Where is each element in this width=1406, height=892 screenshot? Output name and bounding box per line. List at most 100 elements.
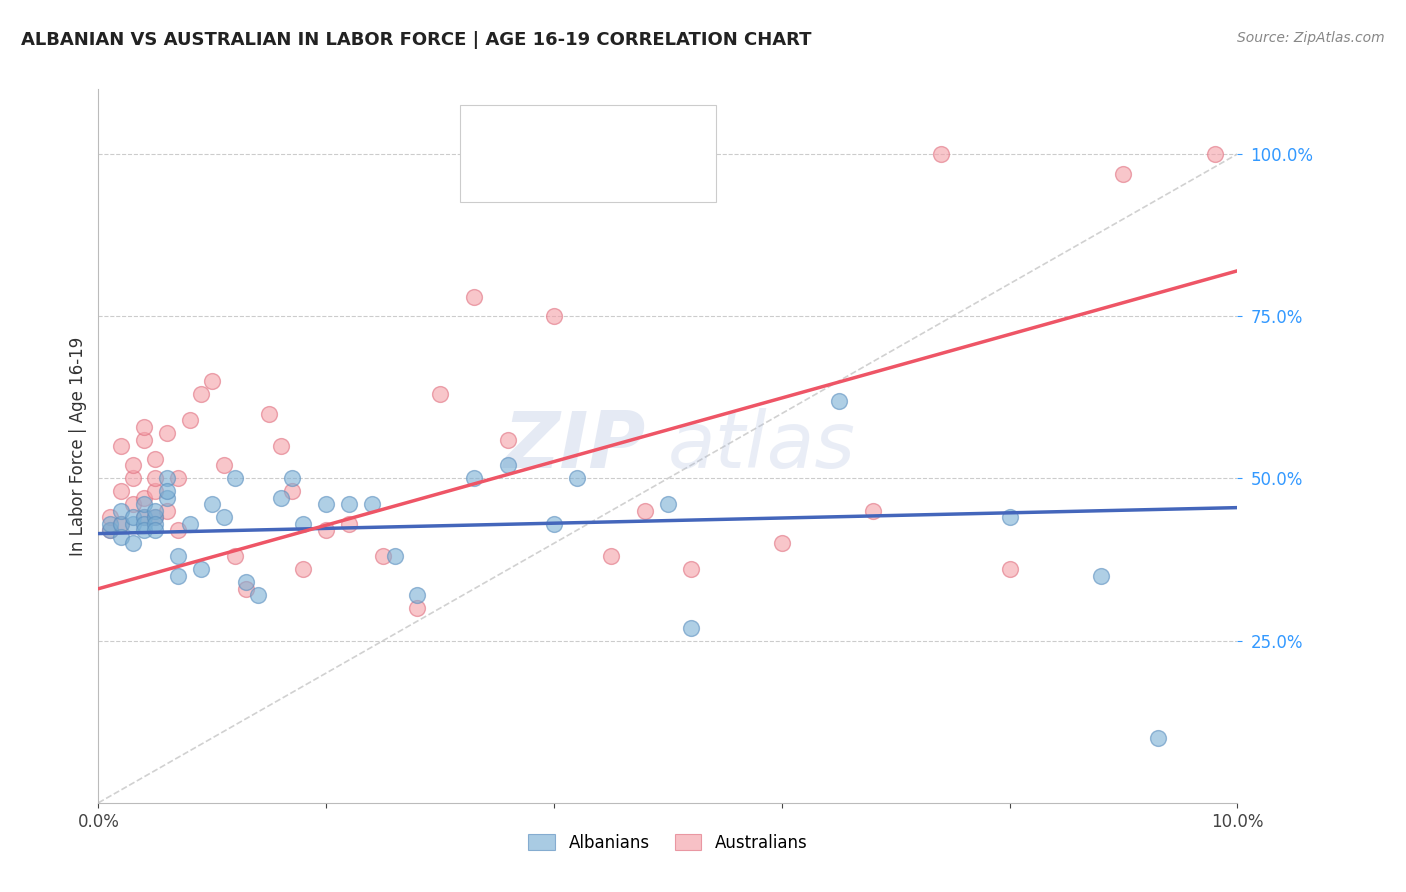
Point bbox=[201, 374, 224, 388]
Point bbox=[145, 510, 167, 524]
Point bbox=[179, 413, 201, 427]
Point bbox=[190, 387, 212, 401]
Point bbox=[281, 484, 304, 499]
Point bbox=[634, 504, 657, 518]
Point bbox=[498, 433, 520, 447]
Point bbox=[98, 524, 121, 538]
Point bbox=[360, 497, 382, 511]
Point bbox=[145, 504, 167, 518]
Point bbox=[929, 147, 952, 161]
Point bbox=[429, 387, 451, 401]
Point bbox=[167, 549, 190, 564]
Point bbox=[110, 484, 132, 499]
Point bbox=[132, 419, 155, 434]
Point bbox=[657, 497, 679, 511]
Point bbox=[132, 497, 155, 511]
Point bbox=[132, 491, 155, 505]
Point bbox=[98, 510, 121, 524]
Point bbox=[463, 471, 485, 485]
Point bbox=[167, 524, 190, 538]
Point bbox=[98, 516, 121, 531]
Point bbox=[110, 504, 132, 518]
Point bbox=[132, 510, 155, 524]
Point bbox=[828, 393, 851, 408]
Point bbox=[543, 516, 565, 531]
Text: R =  0.090: R = 0.090 bbox=[506, 125, 602, 144]
Point bbox=[292, 562, 315, 576]
Point bbox=[862, 504, 884, 518]
Point bbox=[337, 516, 360, 531]
Text: Source: ZipAtlas.com: Source: ZipAtlas.com bbox=[1237, 31, 1385, 45]
Point bbox=[145, 452, 167, 467]
Point bbox=[1112, 167, 1135, 181]
Point bbox=[315, 497, 337, 511]
Point bbox=[190, 562, 212, 576]
Point bbox=[212, 458, 235, 473]
Point bbox=[121, 510, 143, 524]
Point bbox=[110, 516, 132, 531]
Point bbox=[110, 439, 132, 453]
Bar bbox=[470, 162, 494, 188]
Text: ZIP: ZIP bbox=[503, 408, 645, 484]
Point bbox=[110, 516, 132, 531]
Point bbox=[235, 575, 257, 590]
Point bbox=[246, 588, 269, 602]
Point bbox=[235, 582, 257, 596]
Point bbox=[373, 549, 395, 564]
Point bbox=[1204, 147, 1226, 161]
Point bbox=[406, 601, 429, 615]
Point bbox=[156, 491, 179, 505]
Legend: Albanians, Australians: Albanians, Australians bbox=[522, 828, 814, 859]
Point bbox=[224, 549, 246, 564]
Point bbox=[384, 549, 406, 564]
Point bbox=[292, 516, 315, 531]
Point bbox=[145, 524, 167, 538]
Point bbox=[121, 471, 143, 485]
Point bbox=[121, 497, 143, 511]
Y-axis label: In Labor Force | Age 16-19: In Labor Force | Age 16-19 bbox=[69, 336, 87, 556]
Point bbox=[315, 524, 337, 538]
Point bbox=[121, 516, 143, 531]
Point bbox=[281, 471, 304, 485]
Point bbox=[98, 524, 121, 538]
Point bbox=[770, 536, 793, 550]
Point bbox=[498, 458, 520, 473]
Point bbox=[132, 433, 155, 447]
Point bbox=[110, 530, 132, 544]
Point bbox=[679, 562, 702, 576]
Point bbox=[145, 510, 167, 524]
Point bbox=[132, 516, 155, 531]
Text: atlas: atlas bbox=[668, 408, 856, 484]
Point bbox=[270, 491, 292, 505]
Point bbox=[167, 568, 190, 582]
Point bbox=[998, 510, 1021, 524]
Text: ALBANIAN VS AUSTRALIAN IN LABOR FORCE | AGE 16-19 CORRELATION CHART: ALBANIAN VS AUSTRALIAN IN LABOR FORCE | … bbox=[21, 31, 811, 49]
Point bbox=[270, 439, 292, 453]
Point bbox=[679, 621, 702, 635]
Point bbox=[145, 484, 167, 499]
Text: N = 47: N = 47 bbox=[631, 166, 699, 185]
Point bbox=[201, 497, 224, 511]
Point bbox=[145, 471, 167, 485]
Point bbox=[145, 516, 167, 531]
Point bbox=[167, 471, 190, 485]
Point bbox=[179, 516, 201, 531]
Text: N = 43: N = 43 bbox=[631, 125, 699, 144]
Point bbox=[406, 588, 429, 602]
Point bbox=[337, 497, 360, 511]
Bar bbox=[470, 121, 494, 147]
Point bbox=[212, 510, 235, 524]
Point bbox=[998, 562, 1021, 576]
Point bbox=[1090, 568, 1112, 582]
Point bbox=[156, 425, 179, 440]
Point bbox=[121, 458, 143, 473]
Point bbox=[1146, 731, 1168, 745]
Point bbox=[132, 524, 155, 538]
Point bbox=[132, 510, 155, 524]
Point bbox=[156, 484, 179, 499]
Point bbox=[600, 549, 623, 564]
Point bbox=[156, 471, 179, 485]
Point bbox=[156, 504, 179, 518]
Point bbox=[543, 310, 565, 324]
Point bbox=[259, 407, 281, 421]
